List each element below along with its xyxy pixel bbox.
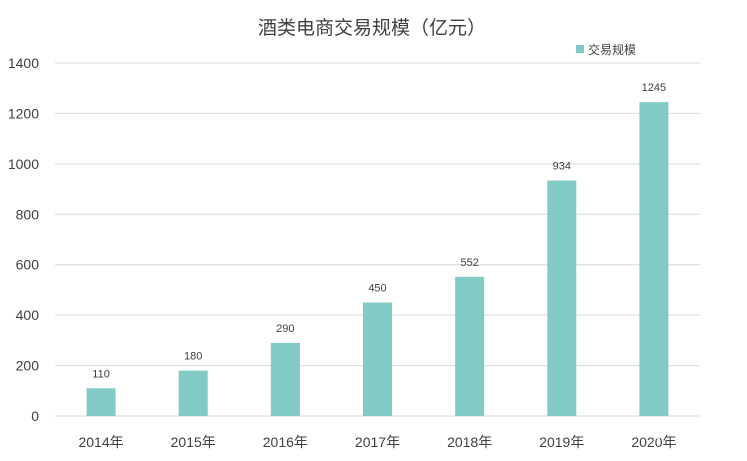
- x-tick-label: 2019年: [539, 434, 584, 450]
- bar: [639, 102, 669, 416]
- data-label: 934: [553, 160, 571, 172]
- x-tick-label: 2015年: [171, 434, 216, 450]
- y-axis: 0 200 400 600 800 1000 1200 1400: [8, 55, 39, 424]
- bar: [455, 276, 485, 416]
- y-tick-label: 1000: [8, 156, 39, 172]
- legend-label: 交易规模: [588, 42, 636, 57]
- bar: [547, 180, 577, 416]
- data-labels: 110 180 290 450 552 934 1245: [92, 82, 666, 380]
- legend-swatch: [576, 45, 584, 53]
- chart-title: 酒类电商交易规模（亿元）: [258, 17, 486, 39]
- x-tick-label: 2018年: [447, 434, 492, 450]
- data-label: 552: [460, 257, 478, 269]
- bar: [270, 342, 300, 416]
- data-label: 110: [92, 368, 110, 380]
- bar: [86, 388, 116, 416]
- x-tick-label: 2014年: [78, 434, 123, 450]
- y-tick-label: 1400: [8, 55, 39, 71]
- legend: 交易规模: [576, 42, 636, 57]
- y-tick-label: 400: [16, 307, 40, 323]
- data-label: 290: [276, 323, 294, 335]
- bar: [363, 302, 392, 416]
- x-tick-label: 2017年: [355, 434, 400, 450]
- watermark: 知乎 @yefrog: [590, 417, 711, 440]
- bar: [178, 370, 208, 416]
- y-tick-label: 800: [16, 206, 40, 222]
- y-tick-label: 200: [16, 358, 40, 374]
- bars: [86, 102, 669, 416]
- x-tick-label: 2020年: [631, 434, 676, 450]
- data-label: 450: [368, 283, 386, 295]
- x-axis: 2014年 2015年 2016年 2017年 2018年 2019年 2020年: [78, 434, 676, 450]
- y-tick-label: 0: [31, 408, 39, 424]
- x-tick-label: 2016年: [263, 434, 308, 450]
- data-label: 1245: [642, 82, 666, 94]
- y-tick-label: 1200: [8, 105, 39, 121]
- data-label: 180: [184, 351, 202, 363]
- y-tick-label: 600: [16, 257, 40, 273]
